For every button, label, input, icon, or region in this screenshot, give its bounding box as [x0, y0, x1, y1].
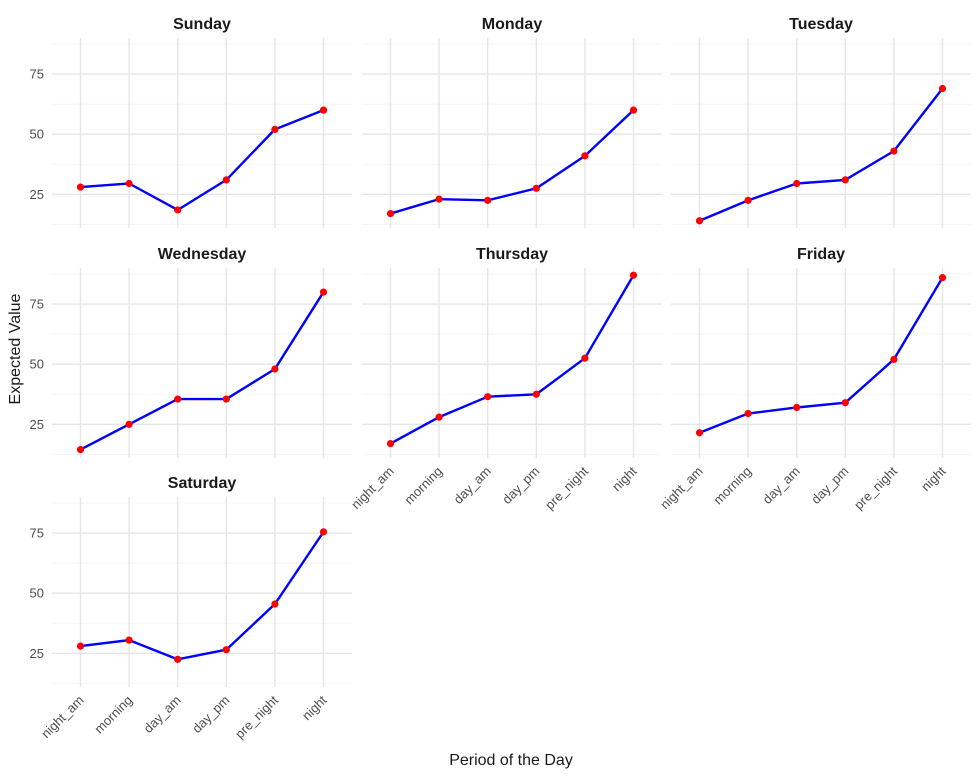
data-point [841, 176, 849, 184]
data-point [581, 354, 589, 362]
data-point [484, 393, 492, 401]
facet-panel: Sunday 25 50 75 [30, 16, 352, 228]
facet-panel: Wednesday 25 50 75 [30, 246, 352, 458]
y-tick-label: 25 [30, 646, 44, 661]
series-line [699, 87, 944, 222]
x-tick-label: day_am [760, 464, 803, 507]
facet-title: Wednesday [158, 246, 247, 263]
series-line [79, 291, 325, 451]
data-point [484, 196, 492, 204]
x-tick-label: pre_night [851, 463, 900, 512]
facet-panel: Tuesday [671, 16, 971, 228]
data-point [222, 646, 230, 654]
data-point [76, 642, 85, 650]
data-point [841, 399, 849, 407]
data-point [271, 365, 279, 373]
x-tick-label: morning [710, 464, 754, 508]
data-point [532, 390, 540, 398]
series-line [80, 109, 324, 212]
y-tick-label: 50 [30, 127, 44, 142]
data-point [629, 106, 638, 114]
data-point [890, 147, 898, 155]
x-tick-label: night [299, 692, 330, 723]
series-line [389, 274, 635, 445]
data-point [222, 176, 230, 184]
facet-panel: Friday night_am morning day_am day_pm pre_nig… [657, 246, 971, 512]
x-tick-label: day_pm [189, 693, 232, 736]
x-tick-label: pre_night [232, 692, 281, 741]
data-point [174, 395, 182, 403]
data-point [793, 179, 801, 188]
series-line [390, 109, 635, 215]
y-tick-label: 75 [30, 526, 44, 541]
facet-title: Tuesday [789, 16, 853, 33]
y-tick-label: 50 [30, 357, 44, 372]
facet-title: Monday [482, 16, 543, 33]
x-tick-label: night [609, 463, 640, 494]
data-point [744, 196, 752, 204]
data-point [435, 195, 443, 203]
y-tick-label: 75 [30, 297, 44, 312]
data-point [532, 184, 540, 192]
data-point [695, 217, 704, 225]
data-point [319, 528, 328, 536]
data-point [581, 152, 589, 160]
series-line [699, 277, 944, 434]
data-point [890, 355, 898, 363]
x-tick-label: night_am [657, 464, 705, 512]
y-tick-label: 75 [30, 67, 44, 82]
y-tick-label: 25 [30, 187, 44, 202]
x-tick-label: day_pm [499, 464, 542, 507]
facet-title: Friday [797, 246, 845, 263]
series-line [80, 531, 325, 661]
x-tick-label: night_am [38, 693, 86, 741]
y-tick-label: 25 [30, 417, 44, 432]
facet-panel: Monday [362, 16, 662, 228]
data-point [938, 274, 947, 282]
data-point [271, 125, 279, 133]
data-point [319, 106, 328, 114]
data-point [629, 271, 638, 279]
y-axis-title: Expected Value [7, 293, 24, 404]
data-point [386, 209, 395, 218]
data-point [386, 439, 395, 448]
data-point [174, 655, 182, 663]
data-point [938, 84, 947, 93]
facet-title: Thursday [476, 246, 548, 263]
data-point [76, 445, 85, 454]
x-tick-label: day_am [141, 693, 184, 736]
data-point [695, 429, 704, 437]
x-axis-title: Period of the Day [449, 752, 573, 769]
data-point [222, 395, 230, 403]
y-tick-label: 50 [30, 586, 44, 601]
data-point [319, 288, 328, 296]
x-tick-label: day_pm [808, 464, 851, 507]
facet-title: Saturday [168, 475, 237, 492]
data-point [271, 600, 279, 608]
x-tick-label: pre_night [542, 463, 591, 512]
data-point [174, 206, 182, 214]
data-point [793, 403, 801, 412]
x-tick-label: night_am [348, 464, 396, 512]
data-point [744, 409, 752, 418]
data-point [125, 420, 133, 428]
x-tick-label: night [918, 463, 949, 494]
x-tick-label: morning [401, 464, 445, 508]
facet-panel: Saturday 25 50 75 night_am morning day_am day_p… [30, 475, 352, 741]
x-tick-label: morning [91, 693, 135, 737]
facet-panel: Thursday night_am morning day_am day_pm pre_n… [348, 246, 662, 512]
data-point [125, 636, 133, 644]
data-point [76, 183, 85, 191]
data-point [435, 413, 443, 421]
facet-title: Sunday [173, 16, 231, 33]
x-tick-label: day_am [451, 464, 494, 507]
data-point [125, 179, 133, 188]
